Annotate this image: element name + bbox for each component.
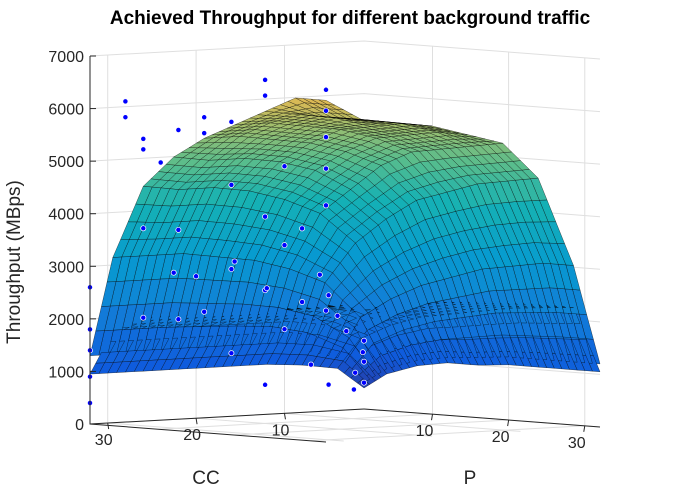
- z-tick-label: 4000: [48, 207, 84, 224]
- surface-patch: [89, 330, 105, 356]
- data-point: [325, 381, 332, 388]
- data-point: [157, 159, 164, 166]
- data-point: [281, 326, 288, 333]
- data-point: [201, 130, 208, 137]
- data-point: [140, 314, 147, 321]
- data-point: [228, 118, 235, 125]
- data-point: [122, 98, 129, 105]
- y-tick-mark: [583, 425, 586, 432]
- axes: 0 1000 2000 3000 4000 5000 6000 7000 10 20 30 10 20 3…: [48, 49, 601, 452]
- data-point: [323, 202, 329, 209]
- data-point: [228, 181, 235, 188]
- y-axis-label: P: [464, 468, 477, 489]
- x-tick-label: 10: [272, 422, 290, 439]
- y-tick-mark: [431, 414, 434, 421]
- z-tick-label: 5000: [48, 154, 84, 171]
- data-point: [361, 379, 367, 386]
- x-axis-label: CC: [192, 468, 219, 489]
- data-point: [193, 273, 200, 280]
- x-tick-label: 20: [183, 427, 201, 444]
- data-point: [281, 242, 288, 249]
- z-axis-label: Throughput (MBps): [4, 180, 25, 344]
- z-tick-label: 2000: [48, 312, 84, 329]
- data-point: [175, 127, 182, 133]
- data-point: [175, 226, 182, 233]
- data-point: [308, 361, 314, 368]
- data-point: [140, 135, 147, 142]
- data-point: [201, 114, 208, 121]
- y-tick-label: 20: [492, 429, 510, 446]
- data-point: [262, 92, 269, 99]
- y-tick-mark: [507, 419, 510, 427]
- data-point: [170, 269, 177, 276]
- data-point: [323, 86, 329, 93]
- data-point: [316, 271, 323, 278]
- data-point: [140, 225, 147, 232]
- x-tick-label: 30: [95, 432, 113, 449]
- x-axis-line: [89, 408, 365, 425]
- data-point: [262, 213, 269, 220]
- data-point: [281, 163, 288, 170]
- data-point: [201, 308, 208, 315]
- y-axis-line: [363, 408, 601, 428]
- data-point: [262, 76, 269, 83]
- grid-line: [89, 93, 601, 113]
- data-point: [228, 350, 235, 357]
- surface: [89, 97, 601, 389]
- z-tick-label: 7000: [48, 49, 84, 66]
- data-point: [122, 114, 129, 121]
- data-point: [299, 225, 306, 232]
- z-tick-label: 1000: [48, 364, 84, 381]
- data-point: [350, 386, 357, 393]
- data-point: [299, 299, 306, 305]
- z-tick-label: 3000: [48, 259, 84, 276]
- chart-title: Achieved Throughput for different backgr…: [110, 8, 591, 29]
- z-tick-label: 0: [75, 417, 84, 434]
- y-tick-label: 30: [568, 435, 586, 452]
- data-point: [175, 316, 182, 323]
- z-tick-label: 6000: [48, 102, 84, 119]
- x-tick-mark: [283, 413, 286, 420]
- data-point: [140, 146, 147, 153]
- data-point: [231, 258, 238, 265]
- data-point: [352, 369, 359, 376]
- x-tick-mark: [107, 422, 110, 430]
- data-point: [263, 285, 270, 292]
- data-point: [228, 266, 235, 273]
- data-point: [323, 165, 329, 172]
- data-point: [343, 328, 350, 335]
- data-point: [323, 307, 329, 314]
- data-point: [262, 381, 269, 388]
- data-point: [323, 107, 329, 114]
- grid-line: [89, 40, 601, 60]
- data-point: [323, 134, 329, 141]
- data-point: [361, 358, 367, 365]
- data-point: [359, 349, 366, 356]
- y-tick-label: 10: [416, 423, 434, 440]
- data-point: [334, 312, 341, 319]
- x-tick-mark: [195, 418, 198, 425]
- data-point: [325, 292, 332, 299]
- data-point: [361, 337, 367, 344]
